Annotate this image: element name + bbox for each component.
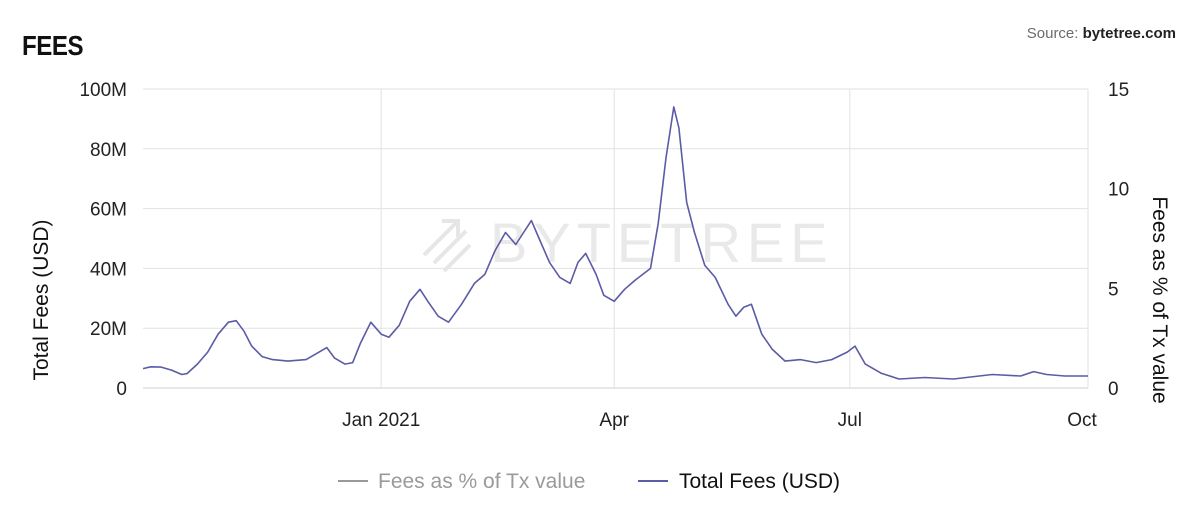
x-tick-label: Apr — [599, 410, 629, 431]
source-prefix: Source: — [1026, 25, 1083, 42]
left-tick-label: 80M — [90, 140, 127, 161]
right-axis-ticks: 0 5 10 15 — [1108, 80, 1129, 400]
left-tick-label: 60M — [90, 200, 127, 221]
legend: Fees as % of Tx value Total Fees (USD) — [338, 470, 840, 493]
bytetree-watermark-logo-icon — [422, 219, 472, 273]
right-axis-title: Fees as % of Tx value — [1148, 196, 1171, 403]
left-axis-title: Total Fees (USD) — [30, 219, 53, 380]
x-tick-label: Jan 2021 — [342, 410, 420, 431]
x-tick-label: Jul — [838, 410, 862, 431]
grid-lines — [143, 88, 1089, 389]
right-tick-label: 0 — [1108, 379, 1119, 400]
left-tick-label: 40M — [90, 259, 127, 280]
legend-label-total[interactable]: Total Fees (USD) — [679, 470, 840, 493]
chart-title: FEES — [22, 30, 84, 61]
x-axis-ticks: Jan 2021 Apr Jul Oct — [342, 410, 1097, 431]
left-tick-label: 100M — [79, 80, 127, 101]
source-credit: Source: bytetree.com — [1027, 25, 1176, 42]
left-axis-ticks: 0 20M 40M 60M 80M 100M — [79, 80, 127, 400]
right-tick-label: 5 — [1108, 279, 1119, 300]
source-link[interactable]: bytetree.com — [1082, 25, 1176, 42]
x-tick-label: Oct — [1067, 410, 1097, 431]
total-fees-line[interactable] — [142, 106, 1088, 380]
right-tick-label: 10 — [1108, 180, 1129, 201]
left-tick-label: 0 — [116, 379, 127, 400]
right-tick-label: 15 — [1108, 80, 1129, 101]
legend-label-pct[interactable]: Fees as % of Tx value — [378, 470, 585, 493]
left-tick-label: 20M — [90, 319, 127, 340]
